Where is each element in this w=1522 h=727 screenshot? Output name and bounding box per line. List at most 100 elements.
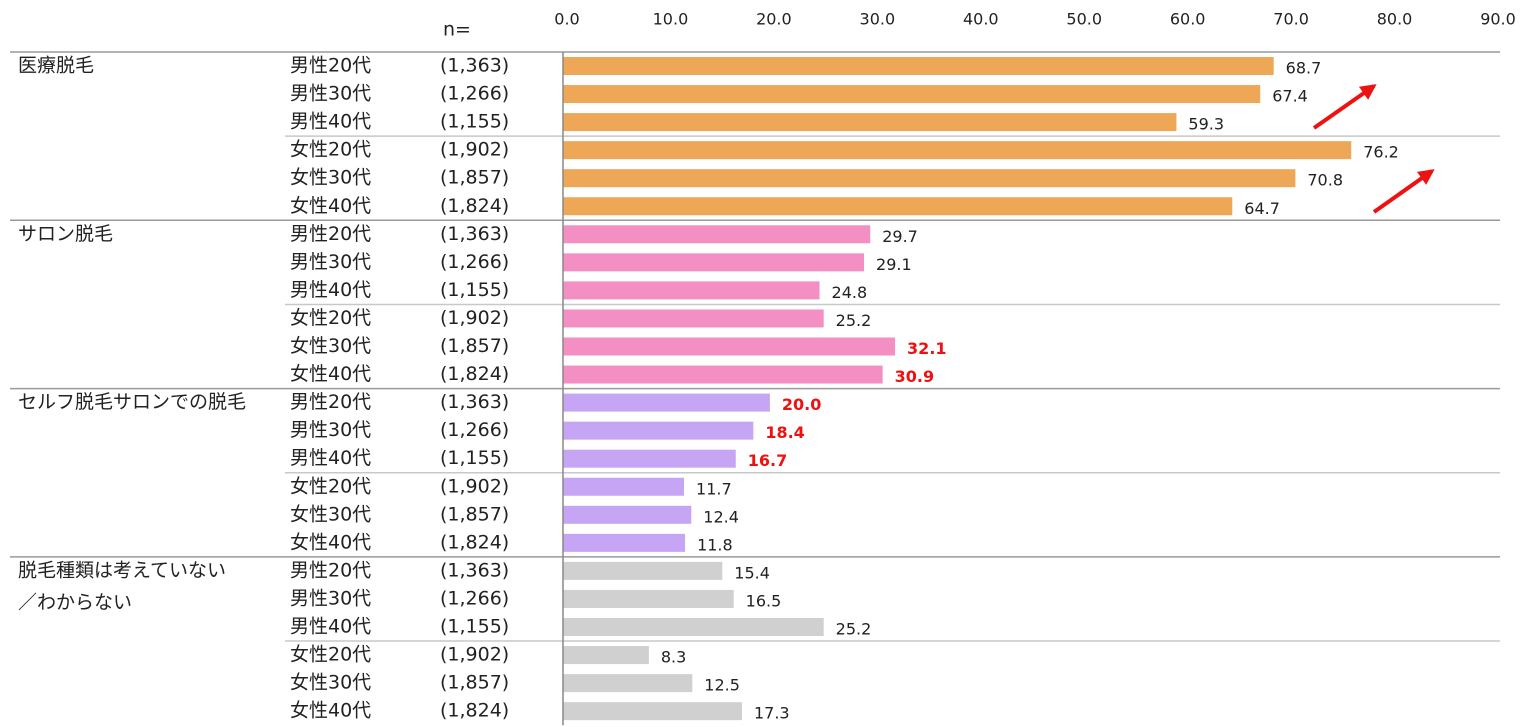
sample-size: (1,266) (440, 251, 509, 273)
category-label: 男性20代 (290, 223, 371, 245)
value-label: 67.4 (1272, 87, 1308, 106)
sample-size: (1,363) (440, 391, 509, 413)
x-tick-label: 80.0 (1377, 10, 1413, 29)
sample-size: (1,857) (440, 503, 509, 525)
sample-size: (1,155) (440, 279, 509, 301)
trend-arrows (1312, 84, 1435, 214)
category-label: 女性20代 (290, 475, 371, 497)
category-label: 男性30代 (290, 83, 371, 105)
category-label: 男性30代 (290, 587, 371, 609)
bar (563, 113, 1177, 132)
category-label: 女性30代 (290, 167, 371, 189)
category-label: 男性20代 (290, 55, 371, 77)
category-label: 男性40代 (290, 616, 371, 638)
value-label: 11.8 (697, 535, 733, 554)
arrow (1312, 84, 1377, 130)
category-label: 女性30代 (290, 672, 371, 694)
value-label: 17.3 (754, 704, 790, 723)
value-label: 15.4 (734, 563, 770, 582)
sample-size: (1,266) (440, 419, 509, 441)
x-tick-label: 10.0 (653, 10, 689, 29)
group-label: セルフ脱毛サロンでの脱毛 (18, 391, 246, 413)
bar (563, 674, 693, 693)
sample-size: (1,363) (440, 223, 509, 245)
x-tick-label: 0.0 (554, 10, 579, 29)
sample-size: (1,857) (440, 672, 509, 694)
bar (563, 169, 1296, 188)
group-label: サロン脱毛 (18, 223, 113, 245)
value-label: 25.2 (836, 620, 872, 639)
value-label: 16.7 (748, 451, 787, 470)
bar (563, 505, 692, 524)
sample-size: (1,857) (440, 167, 509, 189)
sample-size: (1,824) (440, 700, 509, 722)
x-tick-label: 40.0 (963, 10, 999, 29)
group-label: 脱毛種類は考えていない (18, 559, 226, 581)
sample-size: (1,266) (440, 83, 509, 105)
category-label: 男性30代 (290, 419, 371, 441)
category-label: 女性30代 (290, 503, 371, 525)
bar (563, 533, 686, 552)
bar (563, 57, 1274, 75)
arrow (1372, 169, 1435, 214)
value-label: 12.4 (703, 507, 739, 526)
bar (563, 618, 824, 636)
sample-size: (1,857) (440, 335, 509, 357)
x-tick-label: 90.0 (1480, 10, 1516, 29)
value-label: 12.5 (704, 676, 740, 695)
bar (563, 393, 770, 412)
n-header: n= (443, 19, 471, 41)
bar (563, 281, 820, 300)
value-label: 70.8 (1307, 171, 1343, 190)
bar (563, 309, 824, 328)
value-label: 64.7 (1244, 199, 1280, 218)
value-label: 8.3 (661, 648, 686, 667)
category-label: 男性30代 (290, 251, 371, 273)
category-label: 女性30代 (290, 335, 371, 357)
x-tick-label: 30.0 (860, 10, 896, 29)
value-label: 20.0 (782, 395, 821, 414)
sample-size: (1,155) (440, 616, 509, 638)
category-label: 女性20代 (290, 307, 371, 329)
sample-size: (1,824) (440, 195, 509, 217)
sample-size: (1,363) (440, 559, 509, 581)
x-tick-label: 70.0 (1273, 10, 1309, 29)
sample-size: (1,902) (440, 139, 509, 161)
bar (563, 561, 723, 580)
sample-size: (1,902) (440, 644, 509, 666)
sample-size: (1,155) (440, 111, 509, 133)
value-label: 30.9 (895, 367, 934, 386)
bar (563, 646, 649, 665)
value-label: 59.3 (1188, 115, 1224, 134)
bar (563, 253, 865, 272)
category-label: 女性40代 (290, 531, 371, 553)
category-label: 女性20代 (290, 644, 371, 666)
value-label: 25.2 (836, 311, 872, 330)
value-label: 68.7 (1286, 59, 1322, 78)
sample-size: (1,155) (440, 447, 509, 469)
sample-size: (1,902) (440, 307, 509, 329)
sample-size: (1,824) (440, 363, 509, 385)
bar (563, 589, 734, 608)
x-tick-label: 60.0 (1170, 10, 1206, 29)
bar (563, 337, 896, 356)
value-label: 76.2 (1363, 143, 1399, 162)
bar (563, 421, 754, 440)
bar (563, 449, 736, 468)
sample-size: (1,902) (440, 475, 509, 497)
value-label: 32.1 (907, 339, 946, 358)
sample-size: (1,363) (440, 55, 509, 77)
category-label: 女性20代 (290, 139, 371, 161)
value-label: 11.7 (696, 479, 732, 498)
value-label: 29.1 (876, 255, 912, 274)
category-label: 男性20代 (290, 559, 371, 581)
bar (563, 365, 883, 384)
category-label: 女性40代 (290, 363, 371, 385)
value-label: 18.4 (765, 423, 804, 442)
sample-size: (1,266) (440, 587, 509, 609)
bar (563, 477, 685, 496)
value-label: 24.8 (832, 283, 868, 302)
bar (563, 85, 1261, 104)
bar (563, 197, 1233, 216)
